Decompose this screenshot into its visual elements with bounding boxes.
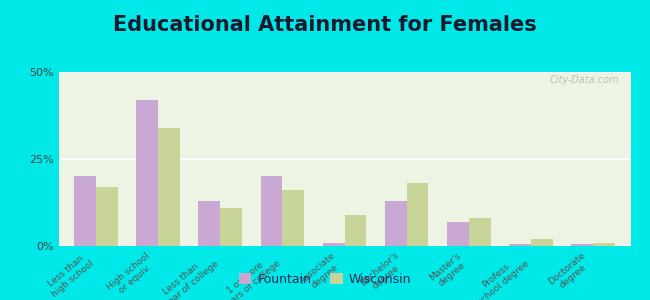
Bar — [385, 201, 407, 246]
Bar — [96, 187, 118, 246]
Bar — [571, 244, 593, 246]
Bar — [593, 242, 615, 246]
Text: City-Data.com: City-Data.com — [549, 76, 619, 85]
Bar — [198, 201, 220, 246]
Bar — [282, 190, 304, 246]
Bar — [261, 176, 282, 246]
Legend: Fountain, Wisconsin: Fountain, Wisconsin — [233, 268, 417, 291]
Bar — [447, 222, 469, 246]
Bar — [158, 128, 180, 246]
Bar — [531, 239, 552, 246]
Bar — [323, 242, 345, 246]
Bar — [407, 183, 428, 246]
Bar — [344, 215, 366, 246]
Bar — [74, 176, 96, 246]
Bar — [509, 244, 531, 246]
Bar — [136, 100, 158, 246]
Text: Educational Attainment for Females: Educational Attainment for Females — [113, 15, 537, 35]
Bar — [469, 218, 491, 246]
Bar — [220, 208, 242, 246]
